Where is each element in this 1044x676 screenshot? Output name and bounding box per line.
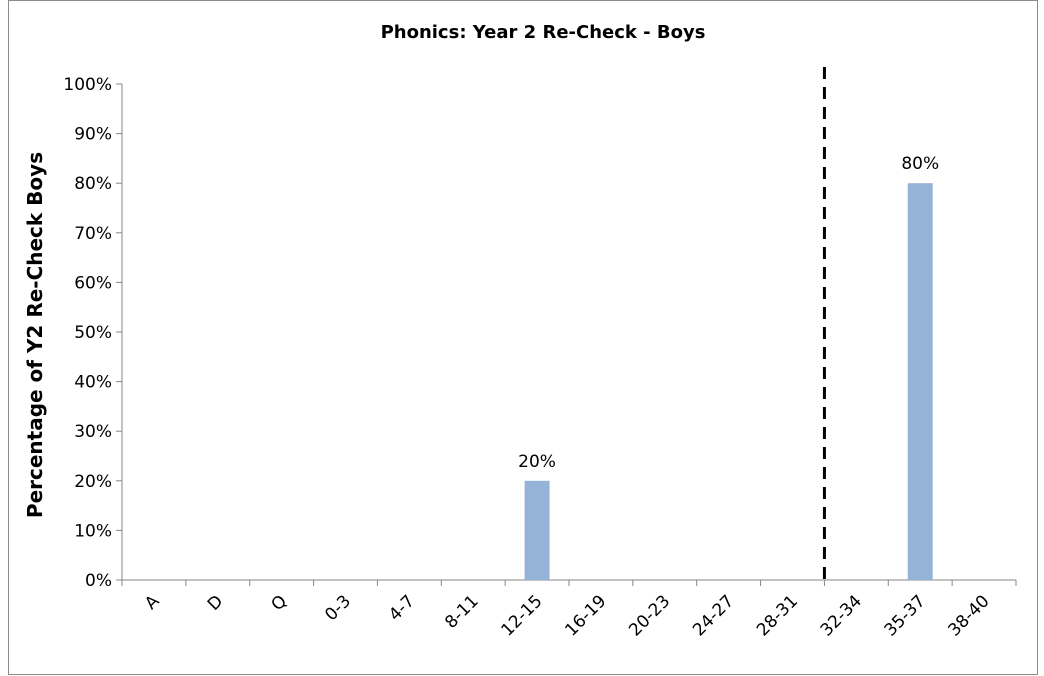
x-tick-label: 8-11 bbox=[441, 591, 482, 632]
data-label-12-15: 20% bbox=[518, 452, 556, 472]
x-tick-label: 4-7 bbox=[385, 591, 419, 625]
y-tick-label: 100% bbox=[63, 75, 112, 95]
y-tick-label: 40% bbox=[74, 373, 112, 393]
y-tick-label: 0% bbox=[85, 571, 112, 591]
chart-frame bbox=[8, 0, 1038, 675]
y-tick-label: 50% bbox=[74, 323, 112, 343]
data-label-35-37: 80% bbox=[901, 154, 939, 174]
x-tick-label: 32-34 bbox=[817, 591, 866, 640]
x-tick-label: 35-37 bbox=[881, 591, 930, 640]
bar-12-15 bbox=[524, 480, 550, 580]
x-tick-label: 12-15 bbox=[498, 591, 547, 640]
bar-35-37 bbox=[907, 183, 933, 580]
y-tick-label: 70% bbox=[74, 224, 112, 244]
plot-area: 0% 10% 20% 30% 40% 50% 60% 70% 80% 90% 100% A D Q 0-3 4… bbox=[63, 67, 1017, 640]
x-tick-label: A bbox=[141, 591, 164, 614]
x-tick-label: 0-3 bbox=[321, 591, 355, 625]
x-tick-label: Q bbox=[268, 591, 292, 615]
x-tick-label: D bbox=[204, 591, 227, 614]
x-tick-label: 20-23 bbox=[625, 591, 674, 640]
y-tick-label: 90% bbox=[74, 125, 112, 145]
x-tick-label: 28-31 bbox=[753, 591, 802, 640]
x-tick-label: 38-40 bbox=[945, 591, 994, 640]
y-tick-label: 80% bbox=[74, 174, 112, 194]
chart-title: Phonics: Year 2 Re-Check - Boys bbox=[381, 22, 706, 43]
y-axis-title: Percentage of Y2 Re-Check Boys bbox=[23, 152, 47, 518]
y-tick-label: 20% bbox=[74, 472, 112, 492]
x-tick-label: 24-27 bbox=[689, 591, 738, 640]
y-tick-label: 10% bbox=[74, 521, 112, 541]
x-tick-label: 16-19 bbox=[561, 591, 610, 640]
y-tick-label: 60% bbox=[74, 273, 112, 293]
y-tick-label: 30% bbox=[74, 422, 112, 442]
